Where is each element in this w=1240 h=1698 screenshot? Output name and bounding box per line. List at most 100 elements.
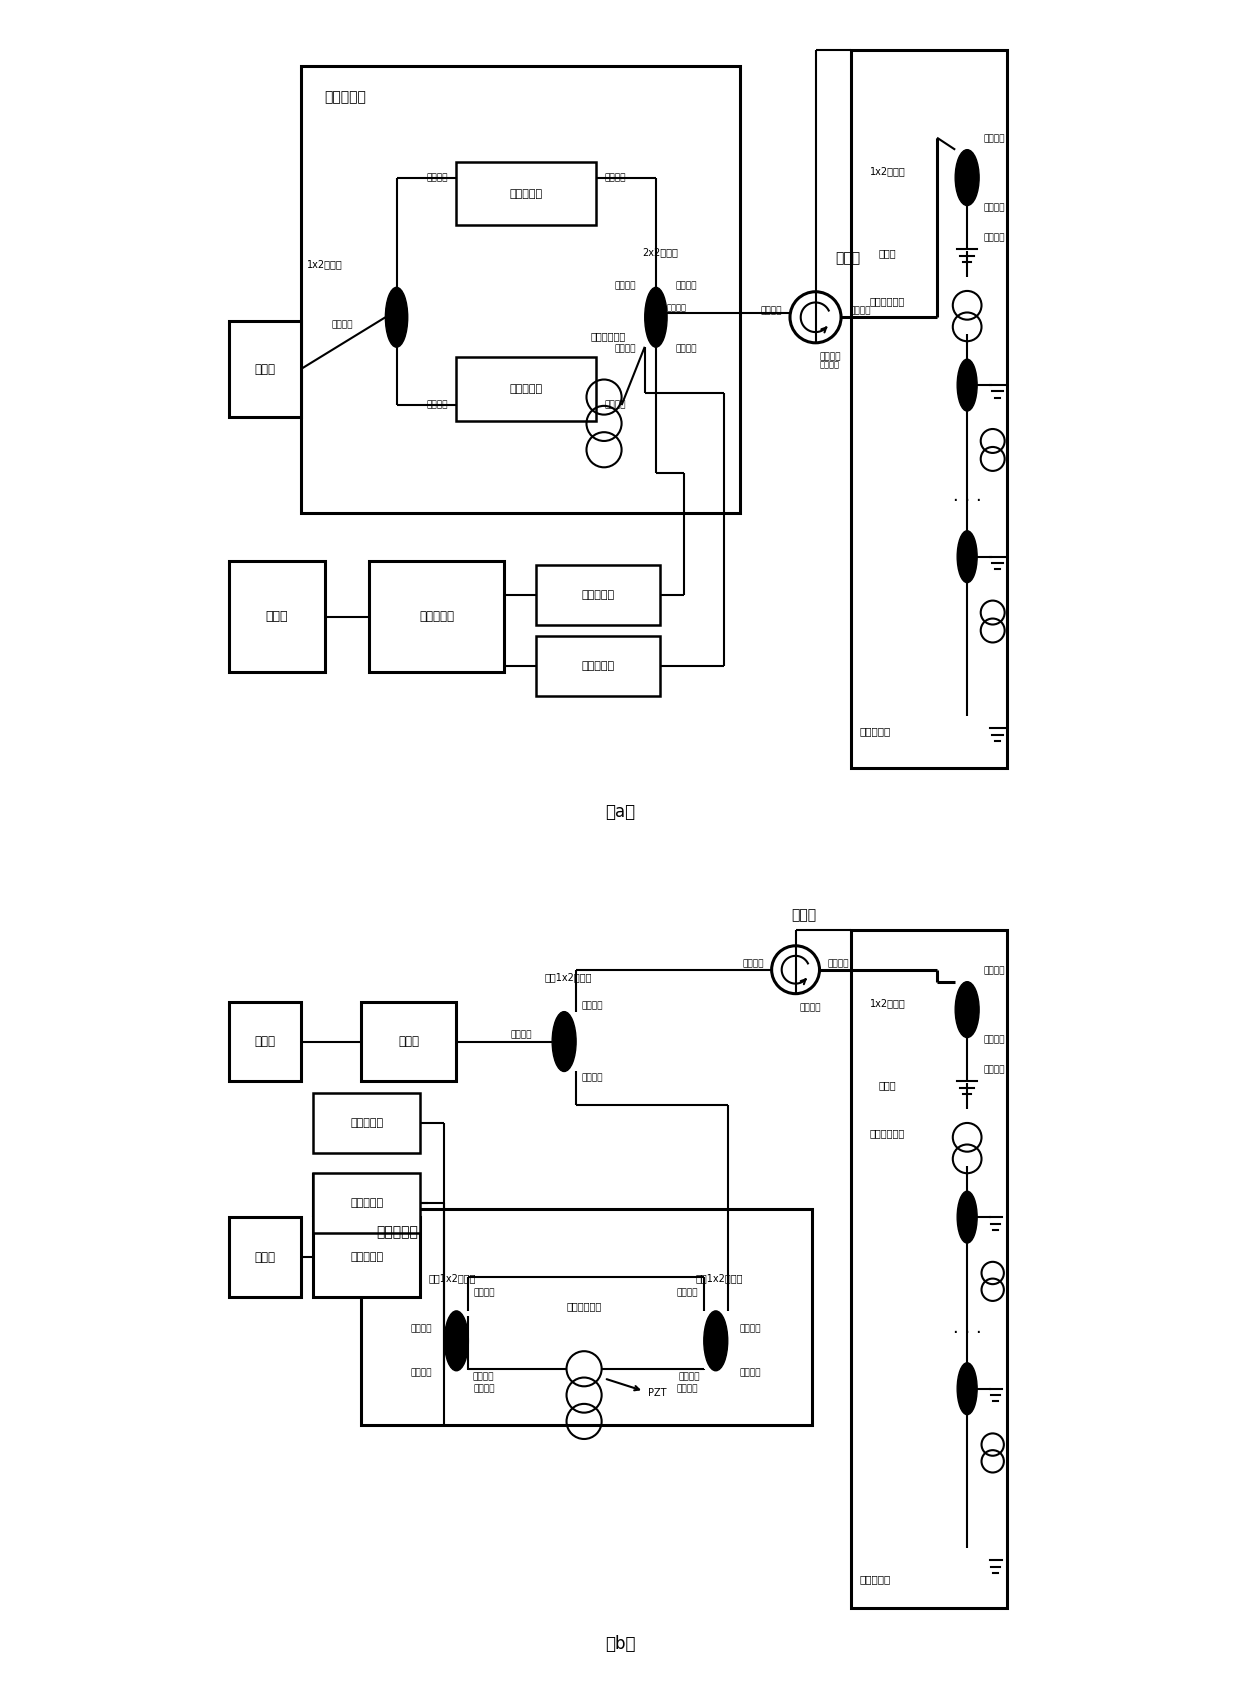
Text: 第二端口: 第二端口 bbox=[472, 1372, 494, 1380]
Text: 第一1x2耦合器: 第一1x2耦合器 bbox=[544, 971, 591, 981]
Text: 第二端口: 第二端口 bbox=[427, 401, 449, 409]
Bar bbox=[361, 1209, 811, 1425]
Bar bbox=[312, 1217, 420, 1297]
Bar bbox=[456, 161, 596, 226]
Text: 第一端口: 第一端口 bbox=[983, 966, 1004, 976]
Text: 第三1x2耦合器: 第三1x2耦合器 bbox=[429, 1274, 476, 1284]
Text: 第二端口: 第二端口 bbox=[582, 1002, 603, 1010]
Text: 第二端口: 第二端口 bbox=[983, 204, 1004, 212]
Text: 激光器: 激光器 bbox=[254, 1036, 275, 1048]
Text: 第三端口: 第三端口 bbox=[615, 280, 636, 290]
Text: 第一探测器: 第一探测器 bbox=[582, 589, 615, 599]
Bar bbox=[536, 637, 660, 696]
Ellipse shape bbox=[957, 1363, 977, 1414]
Bar bbox=[852, 49, 1007, 767]
Text: 第一端口: 第一端口 bbox=[410, 1324, 433, 1333]
Text: 脉冲延时光纤: 脉冲延时光纤 bbox=[590, 331, 626, 341]
Bar bbox=[536, 565, 660, 625]
Text: 第一端口: 第一端口 bbox=[474, 1289, 496, 1297]
Text: 第一端口: 第一端口 bbox=[676, 280, 697, 290]
Bar bbox=[456, 357, 596, 421]
Text: 数据采集卡: 数据采集卡 bbox=[350, 1251, 383, 1262]
Ellipse shape bbox=[386, 287, 408, 346]
Text: （b）: （b） bbox=[605, 1635, 635, 1654]
Text: 第二端口: 第二端口 bbox=[677, 1384, 698, 1394]
Text: 激光器: 激光器 bbox=[254, 363, 275, 375]
Text: · · ·: · · · bbox=[952, 1324, 982, 1341]
Text: 环形器: 环形器 bbox=[835, 251, 861, 265]
Bar bbox=[312, 1094, 420, 1153]
Text: 第三端口: 第三端口 bbox=[820, 353, 841, 362]
Text: 第二调制器: 第二调制器 bbox=[510, 384, 543, 394]
Text: 第三端口: 第三端口 bbox=[740, 1324, 761, 1333]
Bar bbox=[301, 66, 740, 513]
Text: 第一端口: 第一端口 bbox=[604, 173, 625, 182]
Text: 第三端口: 第三端口 bbox=[800, 1004, 821, 1012]
Text: 调制器: 调制器 bbox=[398, 1036, 419, 1048]
Text: 第三端口: 第三端口 bbox=[983, 233, 1004, 243]
Text: 第一端口: 第一端口 bbox=[677, 1289, 698, 1297]
Text: 传感器阵列: 传感器阵列 bbox=[859, 1574, 890, 1584]
Ellipse shape bbox=[957, 360, 977, 411]
Ellipse shape bbox=[552, 1012, 577, 1071]
Text: PZT: PZT bbox=[649, 1387, 666, 1397]
Text: 第二端口: 第二端口 bbox=[983, 1036, 1004, 1044]
Text: （a）: （a） bbox=[605, 803, 635, 822]
Text: 环形器: 环形器 bbox=[791, 908, 816, 922]
Bar bbox=[229, 321, 301, 418]
Text: 1x2耦合器: 1x2耦合器 bbox=[869, 998, 905, 1009]
Text: 1x2耦合器: 1x2耦合器 bbox=[306, 260, 342, 270]
Text: 计算机: 计算机 bbox=[265, 610, 288, 623]
Text: 第一端口: 第一端口 bbox=[983, 134, 1004, 144]
Text: 反射镜: 反射镜 bbox=[878, 248, 897, 258]
Text: 补偿干涉仪: 补偿干涉仪 bbox=[377, 1226, 418, 1240]
Text: 数据采集卡: 数据采集卡 bbox=[419, 610, 454, 623]
Text: 第一调制器: 第一调制器 bbox=[510, 188, 543, 199]
Text: 第二端口: 第二端口 bbox=[676, 345, 697, 353]
Text: 第一端口: 第一端口 bbox=[743, 959, 764, 968]
Text: 2x2耦合器: 2x2耦合器 bbox=[642, 248, 678, 258]
Text: 第一端口: 第一端口 bbox=[511, 1031, 532, 1039]
Bar bbox=[229, 1002, 301, 1082]
Bar bbox=[229, 1217, 301, 1297]
Text: 第四端口: 第四端口 bbox=[615, 345, 636, 353]
Text: 第一端口: 第一端口 bbox=[427, 173, 449, 182]
Text: 第三端口: 第三端口 bbox=[410, 1369, 433, 1377]
Ellipse shape bbox=[704, 1311, 728, 1370]
Text: 计算机: 计算机 bbox=[254, 1250, 275, 1263]
Text: 第二端口: 第二端口 bbox=[827, 959, 849, 968]
Text: 第三端口: 第三端口 bbox=[983, 1065, 1004, 1075]
Text: 传感延时光纤: 传感延时光纤 bbox=[869, 297, 905, 306]
Bar bbox=[312, 1173, 420, 1233]
Text: 传感器阵列: 传感器阵列 bbox=[859, 727, 890, 737]
Text: 第三端口: 第三端口 bbox=[820, 360, 839, 370]
Text: 第二端口: 第二端口 bbox=[474, 1384, 496, 1394]
Text: 第一端口: 第一端口 bbox=[678, 1372, 699, 1380]
Text: 第二端口: 第二端口 bbox=[604, 401, 625, 409]
Text: 脉冲延时光纤: 脉冲延时光纤 bbox=[567, 1301, 601, 1311]
Ellipse shape bbox=[957, 531, 977, 582]
Text: 第三端口: 第三端口 bbox=[667, 304, 687, 312]
Text: 第一探测器: 第一探测器 bbox=[350, 1119, 383, 1129]
Text: 第一端口: 第一端口 bbox=[760, 306, 782, 316]
Text: 1x2耦合器: 1x2耦合器 bbox=[869, 166, 905, 177]
Ellipse shape bbox=[444, 1311, 469, 1370]
Text: 第二端口: 第二端口 bbox=[740, 1369, 761, 1377]
Text: 传感延时光纤: 传感延时光纤 bbox=[869, 1129, 905, 1138]
Bar bbox=[852, 931, 1007, 1608]
Ellipse shape bbox=[957, 1192, 977, 1243]
Ellipse shape bbox=[955, 981, 980, 1037]
Ellipse shape bbox=[955, 149, 980, 205]
Text: 补偿干涉仪: 补偿干涉仪 bbox=[325, 90, 367, 104]
Text: 第二探测器: 第二探测器 bbox=[350, 1199, 383, 1209]
Text: 反射镜: 反射镜 bbox=[878, 1080, 897, 1090]
Text: 第三端口: 第三端口 bbox=[582, 1073, 603, 1082]
Text: 第二1x2耦合器: 第二1x2耦合器 bbox=[696, 1274, 744, 1284]
Text: 第二探测器: 第二探测器 bbox=[582, 662, 615, 671]
Ellipse shape bbox=[645, 287, 667, 346]
Text: 第二端口: 第二端口 bbox=[849, 306, 870, 316]
Bar bbox=[368, 560, 505, 672]
Text: · · ·: · · · bbox=[952, 492, 982, 509]
Bar bbox=[229, 560, 325, 672]
Text: 第三端口: 第三端口 bbox=[331, 321, 352, 329]
